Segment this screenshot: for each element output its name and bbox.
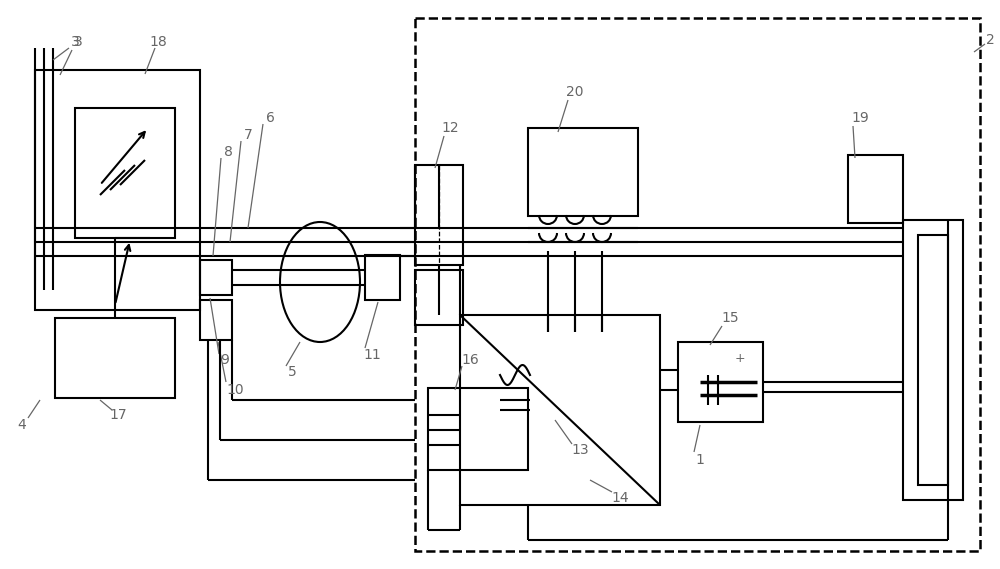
Text: 16: 16	[461, 353, 479, 367]
Text: 3: 3	[74, 35, 82, 49]
Text: 1: 1	[696, 453, 704, 467]
Bar	[415, 18, 980, 551]
Bar	[903, 220, 963, 500]
Bar	[200, 260, 232, 295]
Text: 8: 8	[224, 145, 232, 159]
Text: 15: 15	[721, 311, 739, 325]
Bar	[200, 300, 232, 340]
Text: 14: 14	[611, 491, 629, 505]
Bar	[55, 318, 175, 398]
Bar	[678, 342, 763, 422]
Text: 20: 20	[566, 85, 584, 99]
Text: +: +	[735, 352, 745, 365]
Bar	[75, 108, 175, 238]
Text: 17: 17	[109, 408, 127, 422]
Bar	[460, 315, 660, 505]
Text: 3: 3	[71, 35, 79, 49]
Bar	[428, 388, 528, 470]
Text: 18: 18	[149, 35, 167, 49]
Bar	[918, 235, 948, 485]
Bar	[848, 155, 903, 223]
Text: 11: 11	[363, 348, 381, 362]
Text: 2: 2	[986, 33, 994, 47]
Bar	[415, 165, 463, 265]
Text: 13: 13	[571, 443, 589, 457]
Text: 5: 5	[288, 365, 296, 379]
Bar	[365, 255, 400, 300]
Text: 7: 7	[244, 128, 252, 142]
Text: 4: 4	[18, 418, 26, 432]
Text: 12: 12	[441, 121, 459, 135]
Bar	[415, 270, 463, 325]
Text: 6: 6	[266, 111, 274, 125]
Text: 19: 19	[851, 111, 869, 125]
Text: 9: 9	[221, 353, 229, 367]
Bar	[528, 128, 638, 216]
Text: 10: 10	[226, 383, 244, 397]
Bar	[35, 70, 200, 310]
